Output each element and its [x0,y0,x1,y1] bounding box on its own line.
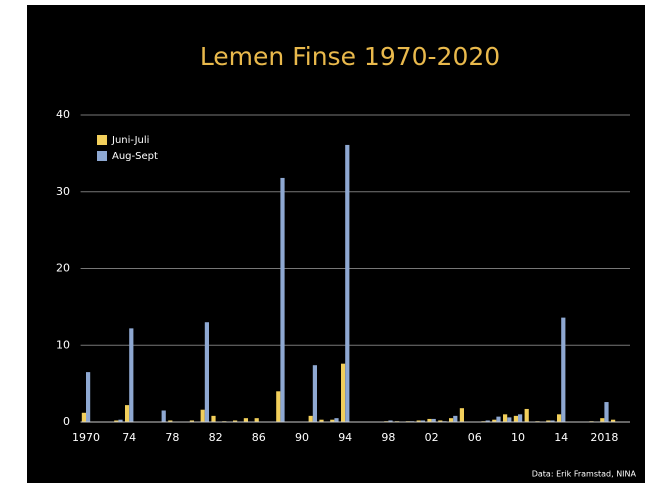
y-tick-label: 0 [63,415,70,428]
x-tick-label: 74 [122,431,136,444]
bar [420,420,425,422]
y-tick-label: 10 [56,338,70,351]
bar [416,420,421,422]
bar [243,418,248,422]
bar [308,415,313,422]
x-tick-label: 10 [511,431,525,444]
x-tick-label: 1970 [72,431,100,444]
legend-label: Aug-Sept [112,151,158,162]
bar [334,418,339,422]
bar [233,420,238,422]
x-tick-label: 90 [295,431,309,444]
bar [507,417,512,422]
legend-label: Juni-Juli [111,135,149,146]
x-tick-label: 82 [209,431,223,444]
bar [86,372,91,422]
bar [319,419,324,422]
bar [211,415,216,422]
x-tick-label: 2018 [590,431,618,444]
bar [518,414,523,422]
legend-swatch [97,151,107,161]
bar [611,419,616,422]
y-tick-label: 30 [56,185,70,198]
bar [449,418,454,422]
bar [118,419,123,422]
bar [496,416,501,422]
x-tick-label: 94 [338,431,352,444]
bar [280,177,285,422]
bar [168,420,173,422]
bar [200,409,205,422]
x-tick-label: 06 [468,431,482,444]
legend-swatch [97,135,107,145]
bar [459,408,464,422]
x-tick-label: 86 [252,431,266,444]
bar [388,420,393,422]
chart-title: Lemen Finse 1970-2020 [200,42,500,71]
bar [503,414,508,422]
bar [492,419,497,422]
bar [431,418,436,422]
bar [312,365,317,422]
y-tick-label: 20 [56,262,70,275]
x-tick-label: 98 [381,431,395,444]
bar [513,415,518,422]
bar [438,420,443,422]
bar [561,317,566,422]
x-tick-label: 14 [554,431,568,444]
bar [604,402,609,422]
x-tick-label: 02 [425,431,439,444]
bar [600,418,605,422]
bar [341,363,346,422]
bar [81,412,86,422]
bar [345,144,350,422]
y-tick-label: 40 [56,108,70,121]
bar [546,420,551,422]
bar [524,408,529,422]
bar [254,418,259,422]
bar [453,415,458,422]
x-tick-label: 78 [165,431,179,444]
bar [485,420,490,422]
bar [125,405,130,422]
bar [276,391,281,422]
source-note: Data: Erik Framstad, NINA [532,470,637,479]
bar [129,328,134,422]
bar [550,420,555,422]
bar [161,410,166,422]
bar [427,418,432,422]
bar [557,414,562,422]
bar [330,419,335,422]
bar [114,420,119,422]
bar [189,420,194,422]
bar [204,322,209,422]
background [27,5,645,483]
